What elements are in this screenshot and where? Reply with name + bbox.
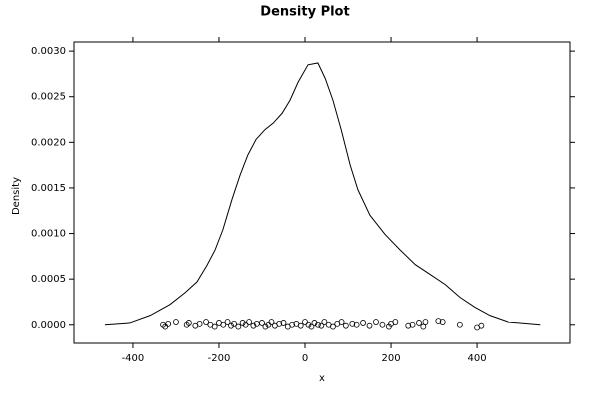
rug-point [321,319,328,325]
y-tick-label: 0.0015 [31,183,66,194]
rug-point [165,320,172,327]
rug-point [268,319,275,325]
rug-point [224,319,231,325]
rug-point [338,319,345,325]
rug-point [349,320,356,327]
rug-point [392,319,399,325]
rug-point [280,320,287,326]
rug-point [456,321,463,328]
rug-point [203,319,209,325]
rug-point [405,322,412,329]
y-tick-label: 0.0000 [31,320,66,331]
rug-point [305,321,312,328]
rug-point [435,318,442,325]
rug-point [366,322,373,329]
chart-title: Density Plot [260,5,349,20]
y-axis-label: Density [11,177,22,215]
x-tick-label: 400 [468,353,487,364]
rug-point [308,323,315,330]
rug-point [250,322,257,329]
rug-point [220,321,227,328]
rug-point [289,321,296,328]
density-line [104,62,541,326]
rug-point [231,320,237,327]
rug-point [235,323,242,330]
rug-point [196,320,203,327]
rug-point [246,319,252,325]
rug-point [173,319,179,325]
rug-point [360,320,366,326]
y-tick-label: 0.0030 [31,46,66,57]
rug-point [409,321,416,328]
x-tick-label: -200 [208,353,231,364]
x-tick-label: -400 [122,353,145,364]
rug-point [239,320,246,326]
rug-point [211,323,218,330]
rug-point [276,320,283,327]
rug-point [228,322,234,329]
rug-point [420,323,427,330]
rug-point [315,321,321,328]
rug-point [439,319,446,325]
x-tick-label: 0 [302,353,308,364]
rug-point [330,323,336,330]
x-axis-label: x [319,373,325,384]
rug-point [262,323,269,330]
rug-point [373,319,379,325]
rug-point [318,322,325,329]
rug-point [342,322,349,329]
rug-point [379,321,386,328]
x-tick-label: 200 [381,353,400,364]
y-tick-label: 0.0010 [31,229,66,240]
rug-point [185,320,192,326]
y-tick-label: 0.0025 [31,92,66,103]
rug-point [422,319,429,325]
rug-point [353,321,360,328]
rug-point [297,322,304,329]
rug-point [416,320,422,326]
rug-point [478,322,485,329]
y-tick-label: 0.0005 [31,274,66,285]
panel-border [73,41,571,344]
rug-point [259,320,265,326]
rug-point [311,320,318,326]
y-tick-label: 0.0020 [31,137,66,148]
